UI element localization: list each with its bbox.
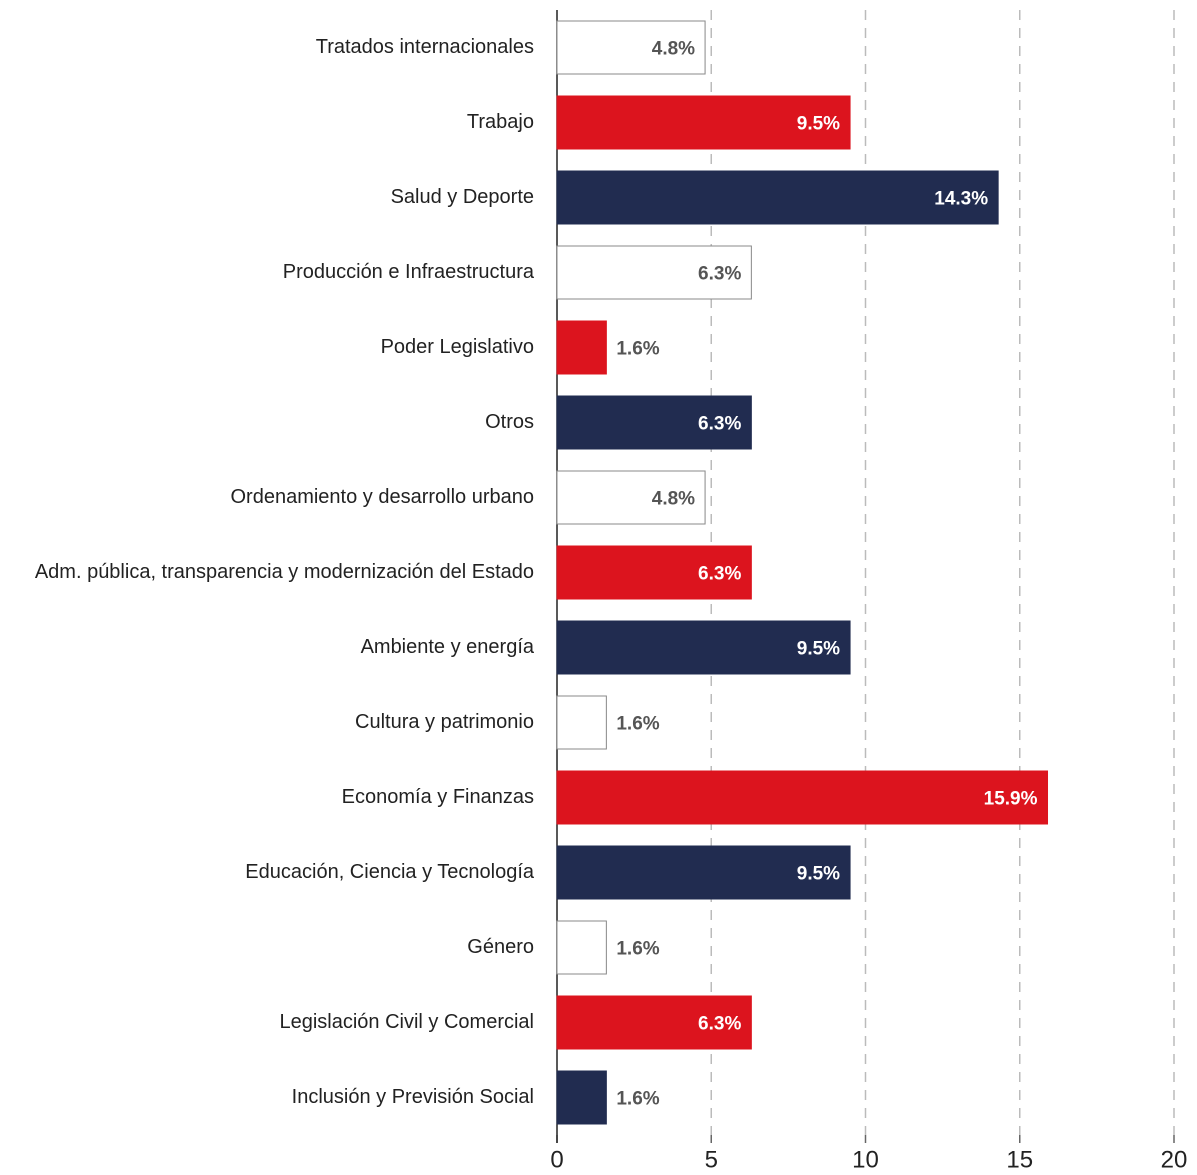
bar — [556, 320, 607, 375]
x-tick-label: 5 — [705, 1146, 718, 1173]
category-label: Cultura y patrimonio — [355, 711, 534, 733]
category-label: Trabajo — [467, 111, 534, 133]
value-label: 4.8% — [652, 489, 695, 510]
value-label: 1.6% — [616, 339, 659, 360]
value-label: 9.5% — [797, 639, 840, 660]
value-label: 9.5% — [797, 114, 840, 135]
x-tick-label: 0 — [550, 1146, 563, 1173]
value-label: 1.6% — [616, 1089, 659, 1110]
category-label: Economía y Finanzas — [342, 786, 534, 808]
category-label: Poder Legislativo — [381, 336, 534, 358]
category-label: Género — [467, 936, 534, 958]
value-label: 6.3% — [698, 1014, 741, 1035]
value-label: 14.3% — [934, 189, 988, 210]
x-tick-label: 20 — [1161, 1146, 1188, 1173]
value-label: 1.6% — [616, 939, 659, 960]
category-label: Salud y Deporte — [391, 186, 534, 208]
category-label: Ambiente y energía — [361, 636, 535, 658]
bar — [556, 245, 752, 300]
category-label: Inclusión y Previsión Social — [292, 1086, 534, 1108]
value-label: 6.3% — [698, 414, 741, 435]
category-label: Producción e Infraestructura — [283, 261, 535, 283]
category-label: Tratados internacionales — [316, 36, 534, 58]
value-label: 9.5% — [797, 864, 840, 885]
value-label: 1.6% — [616, 714, 659, 735]
bar — [556, 170, 999, 225]
value-label: 6.3% — [698, 564, 741, 585]
value-label: 15.9% — [984, 789, 1038, 810]
category-label: Educación, Ciencia y Tecnología — [245, 861, 535, 883]
value-label: 6.3% — [698, 264, 741, 285]
x-tick-label: 15 — [1006, 1146, 1033, 1173]
bar — [556, 920, 607, 975]
category-label: Legislación Civil y Comercial — [279, 1011, 534, 1033]
x-tick-label: 10 — [852, 1146, 879, 1173]
bar — [556, 995, 752, 1050]
category-label: Ordenamiento y desarrollo urbano — [230, 486, 534, 508]
bar — [556, 1070, 607, 1125]
category-label: Otros — [485, 411, 534, 433]
bar — [556, 695, 607, 750]
bar — [556, 395, 752, 450]
bar — [556, 95, 851, 150]
bar — [556, 620, 851, 675]
category-label: Adm. pública, transparencia y modernizac… — [35, 561, 534, 583]
bar — [556, 470, 706, 525]
bar — [556, 20, 706, 75]
bar — [556, 545, 752, 600]
value-label: 4.8% — [652, 39, 695, 60]
bar — [556, 770, 1049, 825]
bar — [556, 845, 851, 900]
